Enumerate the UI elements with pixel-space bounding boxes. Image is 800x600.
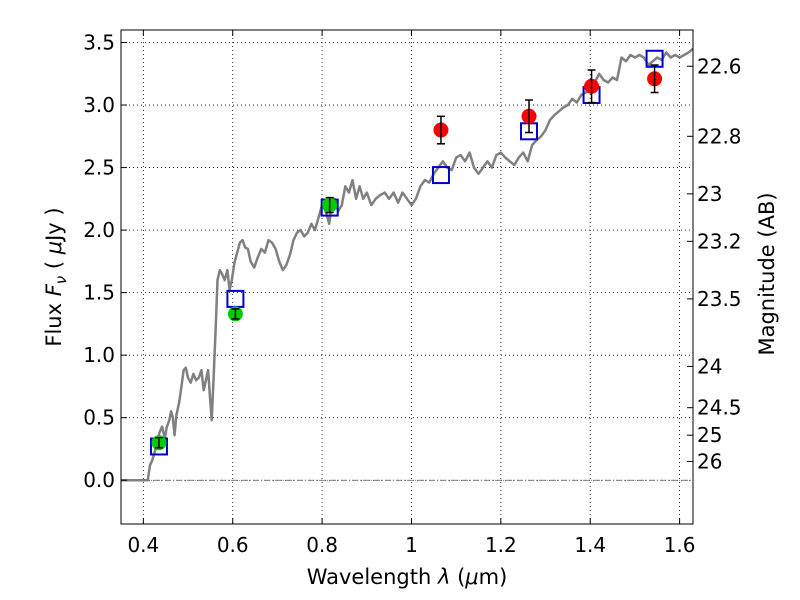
x-tick-label: 1.4 — [574, 533, 606, 557]
y-tick-label: 0.5 — [83, 406, 115, 430]
y2-tick-label: 26 — [697, 449, 722, 473]
y2-tick-label: 23.5 — [697, 287, 742, 311]
plot-area — [121, 30, 693, 524]
y2-tick-label: 23.2 — [697, 229, 742, 253]
x-tick-label: 0.8 — [306, 533, 338, 557]
y-axis-label: Flux Fν ( μJy ) — [42, 207, 70, 346]
y2-axis-label: Magnitude (AB) — [755, 192, 779, 355]
x-tick-label: 1 — [405, 533, 418, 557]
axis-ticks: 0.4 0.6 0.8 1 1.2 1.4 1.6 0.0 0.5 1.0 1.5 2.0 2.5 3.0… — [83, 30, 742, 557]
x-tick-label: 0.6 — [217, 533, 249, 557]
y2-tick-label: 22.6 — [697, 54, 742, 78]
x-tick-label: 1.2 — [485, 533, 517, 557]
y-tick-label: 1.5 — [83, 281, 115, 305]
y2-tick-label: 23 — [697, 182, 722, 206]
y2-tick-label: 25 — [697, 423, 722, 447]
y-tick-label: 0.0 — [83, 468, 115, 492]
y2-tick-label: 22.8 — [697, 124, 742, 148]
template-spectrum-group — [121, 47, 694, 482]
x-tick-label: 0.4 — [127, 533, 159, 557]
y2-tick-label: 24.5 — [697, 396, 742, 420]
spectrum-line — [121, 47, 694, 482]
y-tick-label: 1.0 — [83, 343, 115, 367]
y-tick-label: 2.0 — [83, 218, 115, 242]
y-tick-label: 2.5 — [83, 156, 115, 180]
model-square-marker — [431, 166, 450, 185]
photometry-markers-group — [149, 49, 664, 456]
x-axis-label: Wavelength λ (μm) — [307, 565, 508, 589]
x-tick-label: 1.6 — [664, 533, 696, 557]
plot-frame — [120, 29, 694, 525]
y2-tick-label: 24 — [697, 354, 722, 378]
y-tick-label: 3.5 — [83, 31, 115, 55]
y-tick-label: 3.0 — [83, 93, 115, 117]
